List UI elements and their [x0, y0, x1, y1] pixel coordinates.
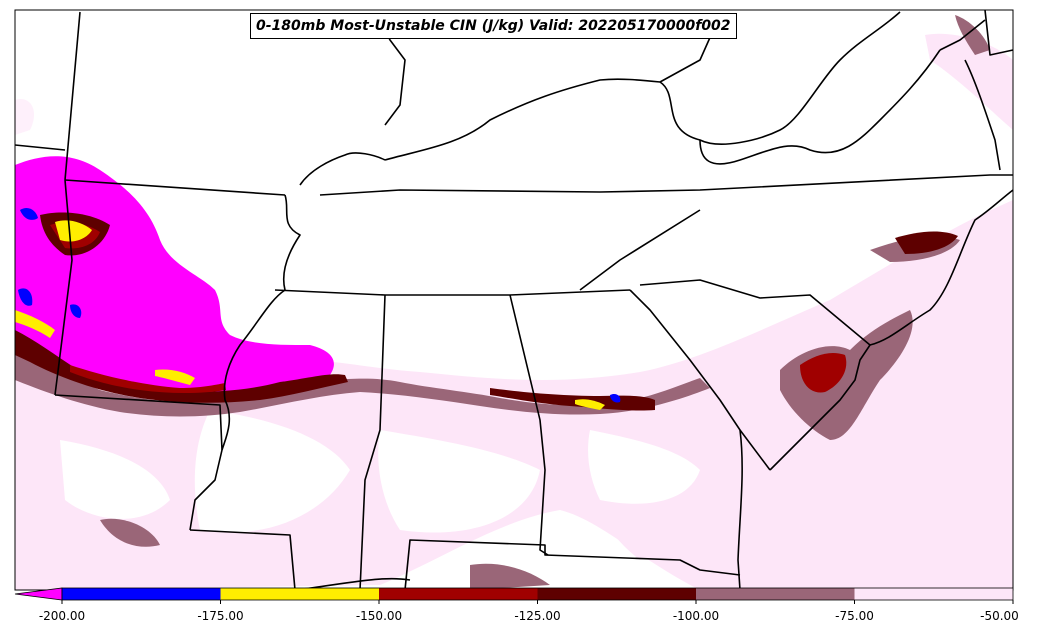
border-fl-panhandle	[404, 539, 741, 591]
border-tn-south	[274, 289, 631, 296]
border-ar-la	[189, 449, 223, 531]
map-title: 0-180mb Most-Unstable CIN (J/kg) Valid: …	[250, 13, 737, 39]
border-ga-fl-coast	[737, 429, 743, 591]
border-ms-al	[359, 294, 386, 591]
cin-field-yellow	[15, 220, 605, 410]
border-ky-tn	[319, 174, 1013, 196]
colorbar-tick-label-2: -150.00	[355, 609, 403, 623]
border-ohio-river	[384, 78, 661, 161]
border-nc-sc	[639, 279, 871, 346]
colorbar-tick-label-1: -175.00	[197, 609, 244, 623]
cin-field-gaps	[60, 410, 700, 533]
colorbar-tick-label-3: -125.00	[514, 609, 561, 623]
colorbar-bin-0	[62, 588, 221, 600]
colorbar-bin-5	[854, 588, 1013, 600]
colorbar-bin-1	[220, 588, 379, 600]
border-east-coast	[869, 189, 1014, 346]
border-ok-north	[14, 144, 66, 151]
cin-field-magenta	[15, 156, 334, 393]
border-va-md	[939, 19, 986, 51]
border-la-ms	[189, 529, 296, 591]
colorbar-bin-3	[537, 588, 696, 600]
border-ok-ar	[54, 179, 73, 396]
border-il-ky	[299, 152, 386, 186]
border-mo-ar	[64, 179, 286, 196]
border-sc-coast	[769, 344, 871, 471]
cin-field-dark-red	[15, 212, 958, 411]
border-ks-mo	[64, 11, 81, 181]
border-al-ga	[509, 294, 549, 556]
cin-field-blue	[18, 207, 621, 403]
border-ga-sc	[629, 289, 771, 471]
border-chesapeake	[964, 59, 1001, 171]
colorbar-tick-label-0: -200.00	[38, 609, 86, 623]
border-mississippi-river	[221, 194, 301, 451]
colorbar-tick-label-4: -100.00	[672, 609, 720, 623]
border-tx-la	[54, 394, 223, 451]
colorbar-bin-4	[696, 588, 855, 600]
border-pa-md	[984, 9, 1014, 56]
colorbar-tick-label-5: -75.00	[835, 609, 874, 623]
border-oh-wv	[659, 11, 901, 145]
colorbar-bin-2	[379, 588, 538, 600]
colorbar	[14, 587, 1014, 604]
colorbar-tick-label-6: -50.00	[980, 609, 1019, 623]
state-borders	[14, 9, 1014, 591]
border-tn-nc	[579, 209, 701, 291]
border-wv-va	[699, 49, 941, 165]
